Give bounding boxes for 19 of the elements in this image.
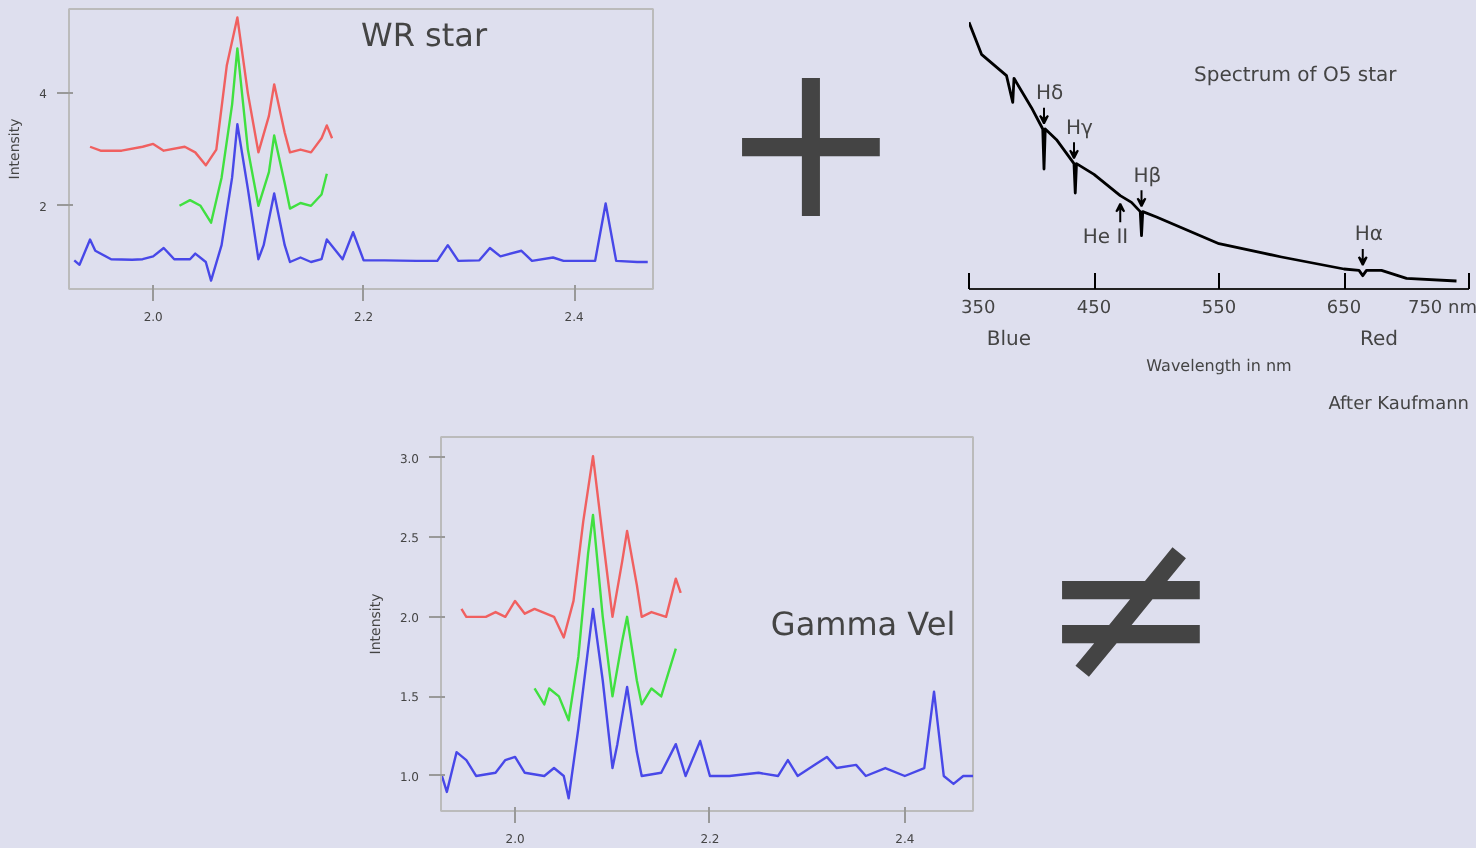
- text: After Kaufmann: [1328, 395, 1469, 415]
- text: ≠: [1038, 477, 1224, 734]
- x-axis-title: Wavelength in nm: [1146, 357, 1293, 375]
- x-tick-label: 650: [1326, 299, 1362, 319]
- annotation: Hδ: [1036, 83, 1064, 105]
- x-tick-label: 750 nm: [1407, 299, 1476, 319]
- text: +: [718, 12, 904, 268]
- text: Blue: [986, 329, 1032, 351]
- annotation: Hα: [1354, 224, 1384, 247]
- text: Red: [1360, 329, 1398, 351]
- chart-title: WR star: [361, 15, 488, 54]
- x-tick-label: 450: [1076, 299, 1112, 319]
- annotation: Hβ: [1133, 165, 1162, 188]
- x-tick-label: 350: [961, 299, 996, 319]
- annotation: Hγ: [1066, 117, 1094, 140]
- annotation: He II: [1082, 227, 1129, 249]
- x-tick-label: 550: [1201, 299, 1237, 319]
- text: Gamma Vel: [770, 604, 956, 643]
- text: Spectrum of O5 star: [1194, 65, 1399, 88]
